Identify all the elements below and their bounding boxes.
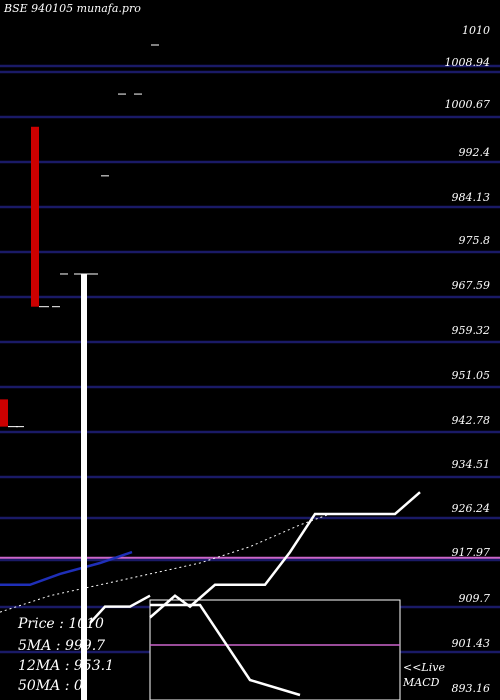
ma-line-white-lower (89, 594, 151, 624)
gridlines (0, 64, 500, 654)
y-tick-label: 1000.67 (444, 98, 491, 111)
legend-5ma: 5MA : 999.7 (18, 638, 106, 654)
candles (0, 44, 159, 700)
candle-bearish (0, 399, 8, 427)
ma-line-5ma (149, 491, 421, 619)
y-tick-label: 967.59 (451, 279, 491, 292)
y-tick-label: 1010 (462, 24, 490, 37)
y-tick-label: 975.8 (458, 234, 491, 247)
y-tick-label: 926.24 (451, 502, 491, 515)
macd-panel (149, 599, 401, 700)
y-tick-label: 893.16 (451, 682, 491, 695)
y-tick-label: 959.32 (451, 324, 491, 337)
moving-averages (0, 491, 421, 624)
ma-line-blue (0, 550, 133, 587)
macd-line (150, 603, 301, 697)
chart-title: BSE 940105 munafa.pro (4, 2, 141, 15)
y-tick-label: 901.43 (451, 637, 491, 650)
candle-bearish (31, 126, 39, 307)
macd-label-text: MACD (403, 676, 440, 689)
legend-price: Price : 1010 (18, 616, 104, 632)
candle-bullish (81, 273, 87, 700)
macd-label-live: <<Live (403, 661, 445, 674)
y-tick-label: 909.7 (458, 592, 491, 605)
y-tick-label: 992.4 (458, 146, 491, 159)
y-tick-label: 934.51 (451, 458, 491, 471)
y-tick-label: 951.05 (451, 369, 491, 382)
y-tick-label: 984.13 (451, 191, 491, 204)
legend-50ma: 50MA : 0 (18, 678, 83, 694)
macd-frame (149, 599, 401, 700)
ma-line-12ma (0, 513, 331, 613)
y-tick-label: 1008.94 (444, 56, 491, 69)
legend-12ma: 12MA : 953.1 (18, 658, 114, 674)
y-tick-label: 942.78 (451, 414, 491, 427)
y-tick-label: 917.97 (451, 546, 491, 559)
